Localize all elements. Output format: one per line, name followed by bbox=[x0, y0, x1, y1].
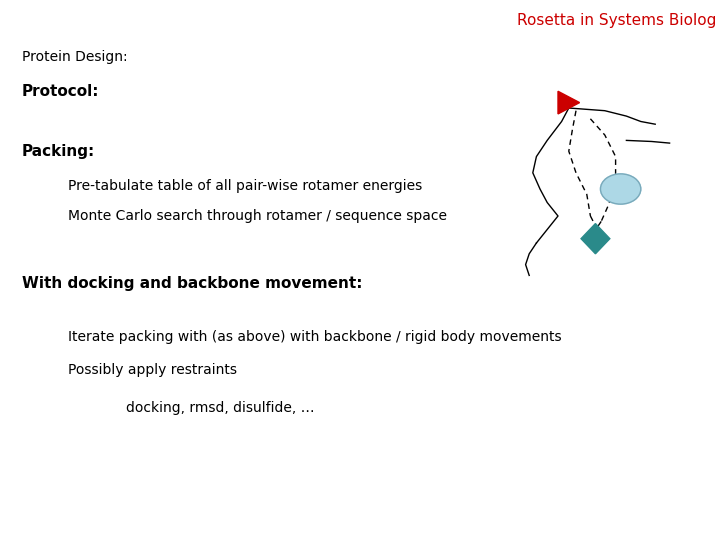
Text: Possibly apply restraints: Possibly apply restraints bbox=[68, 363, 238, 377]
Text: Iterate packing with (as above) with backbone / rigid body movements: Iterate packing with (as above) with bac… bbox=[68, 330, 562, 345]
Polygon shape bbox=[581, 224, 610, 254]
Text: Rosetta in Systems Biolog: Rosetta in Systems Biolog bbox=[517, 14, 716, 29]
Polygon shape bbox=[558, 91, 580, 114]
Text: Monte Carlo search through rotamer / sequence space: Monte Carlo search through rotamer / seq… bbox=[68, 209, 447, 223]
Text: Protocol:: Protocol: bbox=[22, 84, 99, 99]
Text: docking, rmsd, disulfide, …: docking, rmsd, disulfide, … bbox=[126, 401, 315, 415]
Circle shape bbox=[600, 174, 641, 204]
Text: Packing:: Packing: bbox=[22, 144, 95, 159]
Text: Protein Design:: Protein Design: bbox=[22, 50, 127, 64]
Text: With docking and backbone movement:: With docking and backbone movement: bbox=[22, 276, 362, 291]
Text: Pre-tabulate table of all pair-wise rotamer energies: Pre-tabulate table of all pair-wise rota… bbox=[68, 179, 423, 193]
